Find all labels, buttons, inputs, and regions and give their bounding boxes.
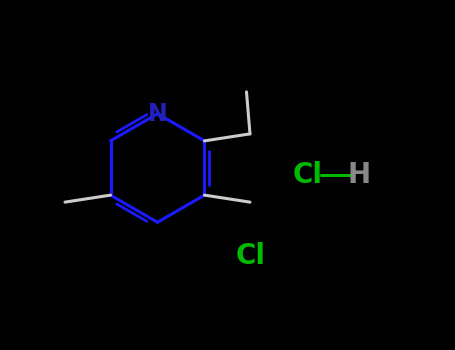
- Text: H: H: [347, 161, 370, 189]
- Text: N: N: [147, 102, 167, 126]
- Text: Cl: Cl: [293, 161, 323, 189]
- Text: Cl: Cl: [235, 241, 265, 270]
